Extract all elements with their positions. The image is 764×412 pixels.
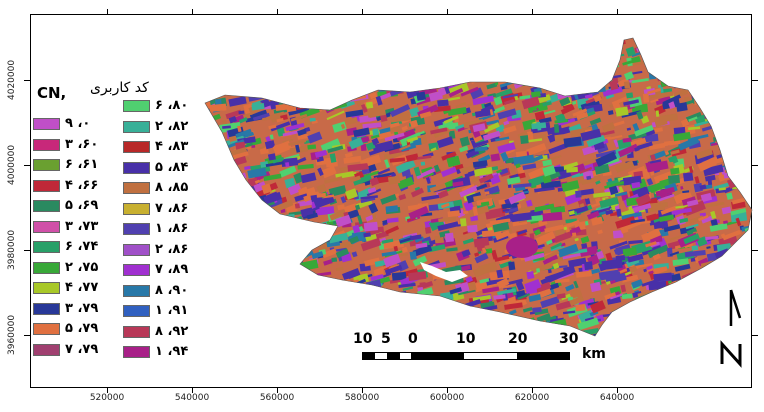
legend-swatch — [123, 325, 150, 338]
legend-item: ۹۱، ۱ — [123, 303, 219, 320]
legend-label: ۷۳، ۳ — [65, 218, 99, 234]
legend-item: ۶۰، ۳ — [33, 137, 129, 154]
legend-item: ۹۲، ۸ — [123, 324, 219, 341]
legend-label: ۸۵، ۸ — [155, 180, 189, 195]
legend-swatch — [123, 161, 150, 174]
legend-label: ۹۰، ۸ — [155, 282, 189, 298]
x-tick-label: 560000 — [259, 393, 295, 403]
legend-label: ۸۴، ۵ — [155, 159, 189, 175]
legend-swatch — [33, 179, 60, 192]
x-tick-label: 540000 — [174, 393, 210, 403]
legend-label: ۹۲، ۸ — [155, 323, 189, 339]
x-tick-label: 580000 — [344, 393, 380, 403]
legend-label: ۰، ۹ — [65, 116, 91, 131]
x-tick-label: 520000 — [89, 393, 125, 403]
legend-swatch — [33, 138, 60, 151]
legend-swatch — [123, 264, 150, 276]
legend-swatch — [123, 243, 150, 256]
legend-item: ۷۳، ۳ — [33, 219, 129, 236]
legend-title-cn: CN, — [37, 84, 67, 102]
legend-item: ۸۶، ۱ — [123, 221, 219, 238]
legend-swatch — [33, 323, 60, 335]
legend-item: ۸۰، ۶ — [123, 98, 219, 115]
legend-item: ۷۷، ۴ — [33, 280, 129, 297]
legend-swatch — [33, 118, 60, 130]
legend-label: ۶۱، ۶ — [65, 157, 99, 172]
legend-item: ۸۹، ۷ — [123, 262, 219, 279]
legend-swatch — [123, 120, 150, 133]
legend-swatch — [33, 282, 60, 294]
legend-swatch — [33, 261, 60, 274]
legend-label: ۶۹، ۵ — [65, 198, 99, 213]
legend-label: ۸۳، ۴ — [155, 139, 189, 154]
legend-swatch — [123, 202, 150, 215]
x-tick-label: 640000 — [599, 393, 635, 403]
legend-title-landuse-code: کد کاربری — [90, 80, 149, 96]
legend-item: ۷۴، ۶ — [33, 239, 129, 256]
scale-label: 30 — [559, 331, 579, 347]
legend-swatch — [123, 284, 150, 297]
scale-bar — [362, 352, 570, 360]
legend-label: ۹۱، ۱ — [155, 303, 189, 318]
legend-item: ۹۴، ۱ — [123, 344, 219, 361]
legend-label: ۸۶، ۲ — [155, 241, 189, 257]
legend-swatch — [123, 305, 150, 317]
legend-label: ۸۹، ۷ — [155, 262, 189, 277]
scale-label: 10 — [353, 331, 373, 347]
legend-item: ۷۹، ۵ — [33, 321, 129, 338]
legend-swatch — [123, 141, 150, 153]
legend-swatch — [33, 241, 60, 253]
north-arrow-icon — [720, 289, 742, 368]
legend-item: ۸۶، ۷ — [123, 201, 219, 218]
legend-label: ۷۴، ۶ — [65, 239, 99, 254]
legend-label: ۷۹، ۵ — [65, 321, 99, 336]
legend-label: ۸۶، ۱ — [155, 221, 189, 236]
legend-swatch — [123, 182, 150, 194]
legend-label: ۸۰، ۶ — [155, 98, 189, 113]
scale-unit: km — [582, 346, 606, 362]
legend-item: ۶۹، ۵ — [33, 198, 129, 215]
legend-item: ۹۰، ۸ — [123, 283, 219, 300]
legend-swatch — [33, 302, 60, 315]
scale-label: 10 — [456, 331, 476, 347]
legend-swatch — [33, 200, 60, 212]
legend-item: ۷۹، ۷ — [33, 342, 129, 359]
legend-label: ۹۴، ۱ — [155, 344, 189, 359]
legend-label: ۷۵، ۲ — [65, 259, 99, 275]
legend-item: ۶۱، ۶ — [33, 157, 129, 174]
scale-label: 20 — [508, 331, 528, 347]
legend-item: ۸۴، ۵ — [123, 160, 219, 177]
scale-label: 5 — [381, 331, 391, 347]
legend-item: ۷۵، ۲ — [33, 260, 129, 277]
legend-item: ۰، ۹ — [33, 116, 129, 133]
legend-swatch — [33, 220, 60, 233]
legend-swatch — [33, 159, 60, 171]
legend-label: ۷۹، ۷ — [65, 341, 99, 357]
legend-label: ۶۶، ۴ — [65, 177, 99, 193]
legend-label: ۸۲، ۲ — [155, 118, 189, 134]
legend-item: ۸۶، ۲ — [123, 242, 219, 259]
legend-item: ۸۵، ۸ — [123, 180, 219, 197]
legend-label: ۸۶، ۷ — [155, 200, 189, 216]
legend-label: ۷۹، ۳ — [65, 300, 99, 316]
legend-item: ۶۶، ۴ — [33, 178, 129, 195]
legend-swatch — [33, 343, 60, 356]
legend-swatch — [123, 346, 150, 358]
legend-swatch — [123, 223, 150, 235]
legend-swatch — [123, 100, 150, 112]
legend-item: ۷۹، ۳ — [33, 301, 129, 318]
x-tick-label: 620000 — [514, 393, 550, 403]
scale-label: 0 — [408, 331, 418, 347]
legend-item: ۸۳، ۴ — [123, 139, 219, 156]
x-tick-label: 600000 — [429, 393, 465, 403]
legend-item: ۸۲، ۲ — [123, 119, 219, 136]
legend-label: ۷۷، ۴ — [65, 280, 99, 295]
legend-label: ۶۰، ۳ — [65, 136, 99, 152]
